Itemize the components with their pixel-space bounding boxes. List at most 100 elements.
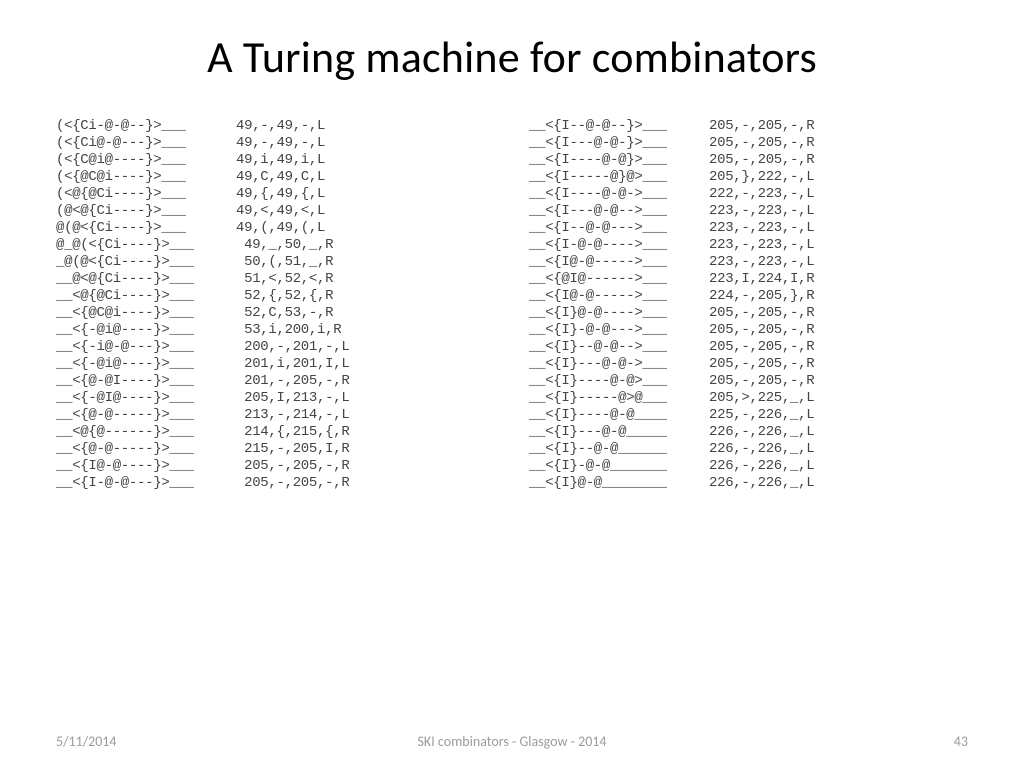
tape-config: __<{@-@I----}>___ bbox=[56, 373, 236, 389]
tape-config: __<{I@-@----->___ bbox=[529, 288, 709, 304]
transition-rule: 205,-,205,-,R bbox=[709, 135, 869, 151]
table-row: __<{I}-----@>@___205,>,225,_,L bbox=[529, 390, 968, 406]
transition-rule: 225,-,226,_,L bbox=[709, 407, 869, 423]
transition-rule: 201,i,201,I,L bbox=[236, 356, 396, 372]
table-row: __<{I-@-@---->___223,-,223,-,L bbox=[529, 237, 968, 253]
tape-config: __<{-@I@----}>___ bbox=[56, 390, 236, 406]
table-row: __<{I}-@-@_______226,-,226,_,L bbox=[529, 458, 968, 474]
tape-config: @_@(<{Ci----}>___ bbox=[56, 237, 236, 253]
tape-config: __<{I----@-@}>___ bbox=[529, 152, 709, 168]
tape-config: __<{-@i@----}>___ bbox=[56, 322, 236, 338]
tape-config: (<{C@i@----}>___ bbox=[56, 152, 236, 168]
table-row: __<{-@i@----}>___ 53,i,200,i,R bbox=[56, 322, 495, 338]
tape-config: (<{@C@i----}>___ bbox=[56, 169, 236, 185]
tape-config: (@<@{Ci----}>___ bbox=[56, 203, 236, 219]
table-row: __<{I@-@----->___224,-,205,},R bbox=[529, 288, 968, 304]
table-row: __<{@I@------>___223,I,224,I,R bbox=[529, 271, 968, 287]
transition-rule: 223,-,223,-,L bbox=[709, 220, 869, 236]
table-row: __<@{@------}>___ 214,{,215,{,R bbox=[56, 424, 495, 440]
table-row: __<{I}---@-@_____226,-,226,_,L bbox=[529, 424, 968, 440]
tape-config: __<@{@Ci----}>___ bbox=[56, 288, 236, 304]
footer-date: 5/11/2014 bbox=[56, 733, 116, 750]
table-row: __<{I}--@-@______226,-,226,_,L bbox=[529, 441, 968, 457]
transition-rule: 205,-,205,-,R bbox=[709, 356, 869, 372]
tape-config: __<{I}----@-@>___ bbox=[529, 373, 709, 389]
transition-rule: 226,-,226,_,L bbox=[709, 458, 869, 474]
transition-rule: 205,-,205,-,R bbox=[236, 458, 396, 474]
table-row: __<{I@-@----}>___ 205,-,205,-,R bbox=[56, 458, 495, 474]
table-row: (<{@C@i----}>___49,C,49,C,L bbox=[56, 169, 495, 185]
tape-config: __<{@-@-----}>___ bbox=[56, 407, 236, 423]
tape-config: __<{I---@-@-}>___ bbox=[529, 135, 709, 151]
tape-config: __<{@C@i----}>___ bbox=[56, 305, 236, 321]
tape-config: (<{Ci@-@---}>___ bbox=[56, 135, 236, 151]
tape-config: __<{I-----@}@>___ bbox=[529, 169, 709, 185]
table-row: __<{I}@-@________226,-,226,_,L bbox=[529, 475, 968, 491]
tape-config: @(@<{Ci----}>___ bbox=[56, 220, 236, 236]
transition-rule: 49,_,50,_,R bbox=[236, 237, 396, 253]
transition-rule: 223,I,224,I,R bbox=[709, 271, 869, 287]
column-right: __<{I--@-@--}>___205,-,205,-,R__<{I---@-… bbox=[529, 118, 968, 492]
table-row: __<{I-----@}@>___205,},222,-,L bbox=[529, 169, 968, 185]
tape-config: __@<@{Ci----}>___ bbox=[56, 271, 236, 287]
tape-config: __<{I}---@-@->___ bbox=[529, 356, 709, 372]
transition-rule: 205,I,213,-,L bbox=[236, 390, 396, 406]
transition-rule: 49,<,49,<,L bbox=[236, 203, 396, 219]
table-row: __<{-@I@----}>___ 205,I,213,-,L bbox=[56, 390, 495, 406]
transition-rule: 223,-,223,-,L bbox=[709, 203, 869, 219]
transition-rule: 205,-,205,-,R bbox=[709, 118, 869, 134]
tape-config: __<{I@-@----->___ bbox=[529, 254, 709, 270]
table-row: __<{I---@-@-->___223,-,223,-,L bbox=[529, 203, 968, 219]
transition-rule: 50,(,51,_,R bbox=[236, 254, 396, 270]
footer-center: SKI combinators - Glasgow - 2014 bbox=[0, 733, 1024, 750]
transition-rule: 49,{,49,{,L bbox=[236, 186, 396, 202]
tape-config: __<{-i@-@---}>___ bbox=[56, 339, 236, 355]
transition-rule: 200,-,201,-,L bbox=[236, 339, 396, 355]
table-row: __<{I--@-@--->___223,-,223,-,L bbox=[529, 220, 968, 236]
table-row: __<{I@-@----->___223,-,223,-,L bbox=[529, 254, 968, 270]
tape-config: __<{I-@-@---}>___ bbox=[56, 475, 236, 491]
table-row: __<{@-@I----}>___ 201,-,205,-,R bbox=[56, 373, 495, 389]
table-row: __<{I}-@-@--->___205,-,205,-,R bbox=[529, 322, 968, 338]
tape-config: __<{I}@-@________ bbox=[529, 475, 709, 491]
table-row: __<{-@i@----}>___ 201,i,201,I,L bbox=[56, 356, 495, 372]
table-row: __<@{@Ci----}>___ 52,{,52,{,R bbox=[56, 288, 495, 304]
tape-config: __<@{@------}>___ bbox=[56, 424, 236, 440]
tape-config: __<{I}----@-@____ bbox=[529, 407, 709, 423]
transition-rule: 205,-,205,-,R bbox=[709, 152, 869, 168]
tape-config: __<{I---@-@-->___ bbox=[529, 203, 709, 219]
tape-config: (<{Ci-@-@--}>___ bbox=[56, 118, 236, 134]
table-row: __<{@C@i----}>___ 52,C,53,-,R bbox=[56, 305, 495, 321]
transition-rule: 215,-,205,I,R bbox=[236, 441, 396, 457]
table-row: __<{I----@-@->___222,-,223,-,L bbox=[529, 186, 968, 202]
column-left: (<{Ci-@-@--}>___49,-,49,-,L(<{Ci@-@---}>… bbox=[56, 118, 495, 492]
transition-rule: 223,-,223,-,L bbox=[709, 254, 869, 270]
tape-config: __<{@I@------>___ bbox=[529, 271, 709, 287]
table-row: (<{Ci@-@---}>___49,-,49,-,L bbox=[56, 135, 495, 151]
table-row: __<{I}--@-@-->___205,-,205,-,R bbox=[529, 339, 968, 355]
transition-rule: 49,(,49,(,L bbox=[236, 220, 396, 236]
tape-config: __<{-@i@----}>___ bbox=[56, 356, 236, 372]
transition-rule: 205,>,225,_,L bbox=[709, 390, 869, 406]
tape-config: __<{I}--@-@______ bbox=[529, 441, 709, 457]
transition-rule: 223,-,223,-,L bbox=[709, 237, 869, 253]
transition-rule: 214,{,215,{,R bbox=[236, 424, 396, 440]
transition-rule: 226,-,226,_,L bbox=[709, 424, 869, 440]
transition-rule: 205,-,205,-,R bbox=[709, 339, 869, 355]
table-row: (@<@{Ci----}>___49,<,49,<,L bbox=[56, 203, 495, 219]
table-row: __<{@-@-----}>___ 213,-,214,-,L bbox=[56, 407, 495, 423]
transition-rule: 205,-,205,-,R bbox=[236, 475, 396, 491]
tape-config: __<{I-@-@---->___ bbox=[529, 237, 709, 253]
tape-config: __<{I}-@-@--->___ bbox=[529, 322, 709, 338]
table-row: (<{C@i@----}>___49,i,49,i,L bbox=[56, 152, 495, 168]
transition-rule: 205,},222,-,L bbox=[709, 169, 869, 185]
table-row: __<{I}@-@---->___205,-,205,-,R bbox=[529, 305, 968, 321]
table-row: _@(@<{Ci----}>___ 50,(,51,_,R bbox=[56, 254, 495, 270]
tape-config: (<@{@Ci----}>___ bbox=[56, 186, 236, 202]
table-row: __@<@{Ci----}>___ 51,<,52,<,R bbox=[56, 271, 495, 287]
table-row: __<{-i@-@---}>___ 200,-,201,-,L bbox=[56, 339, 495, 355]
transition-rule: 49,-,49,-,L bbox=[236, 135, 396, 151]
table-row: __<{I}----@-@____225,-,226,_,L bbox=[529, 407, 968, 423]
tape-config: __<{I}--@-@-->___ bbox=[529, 339, 709, 355]
table-row: @_@(<{Ci----}>___ 49,_,50,_,R bbox=[56, 237, 495, 253]
